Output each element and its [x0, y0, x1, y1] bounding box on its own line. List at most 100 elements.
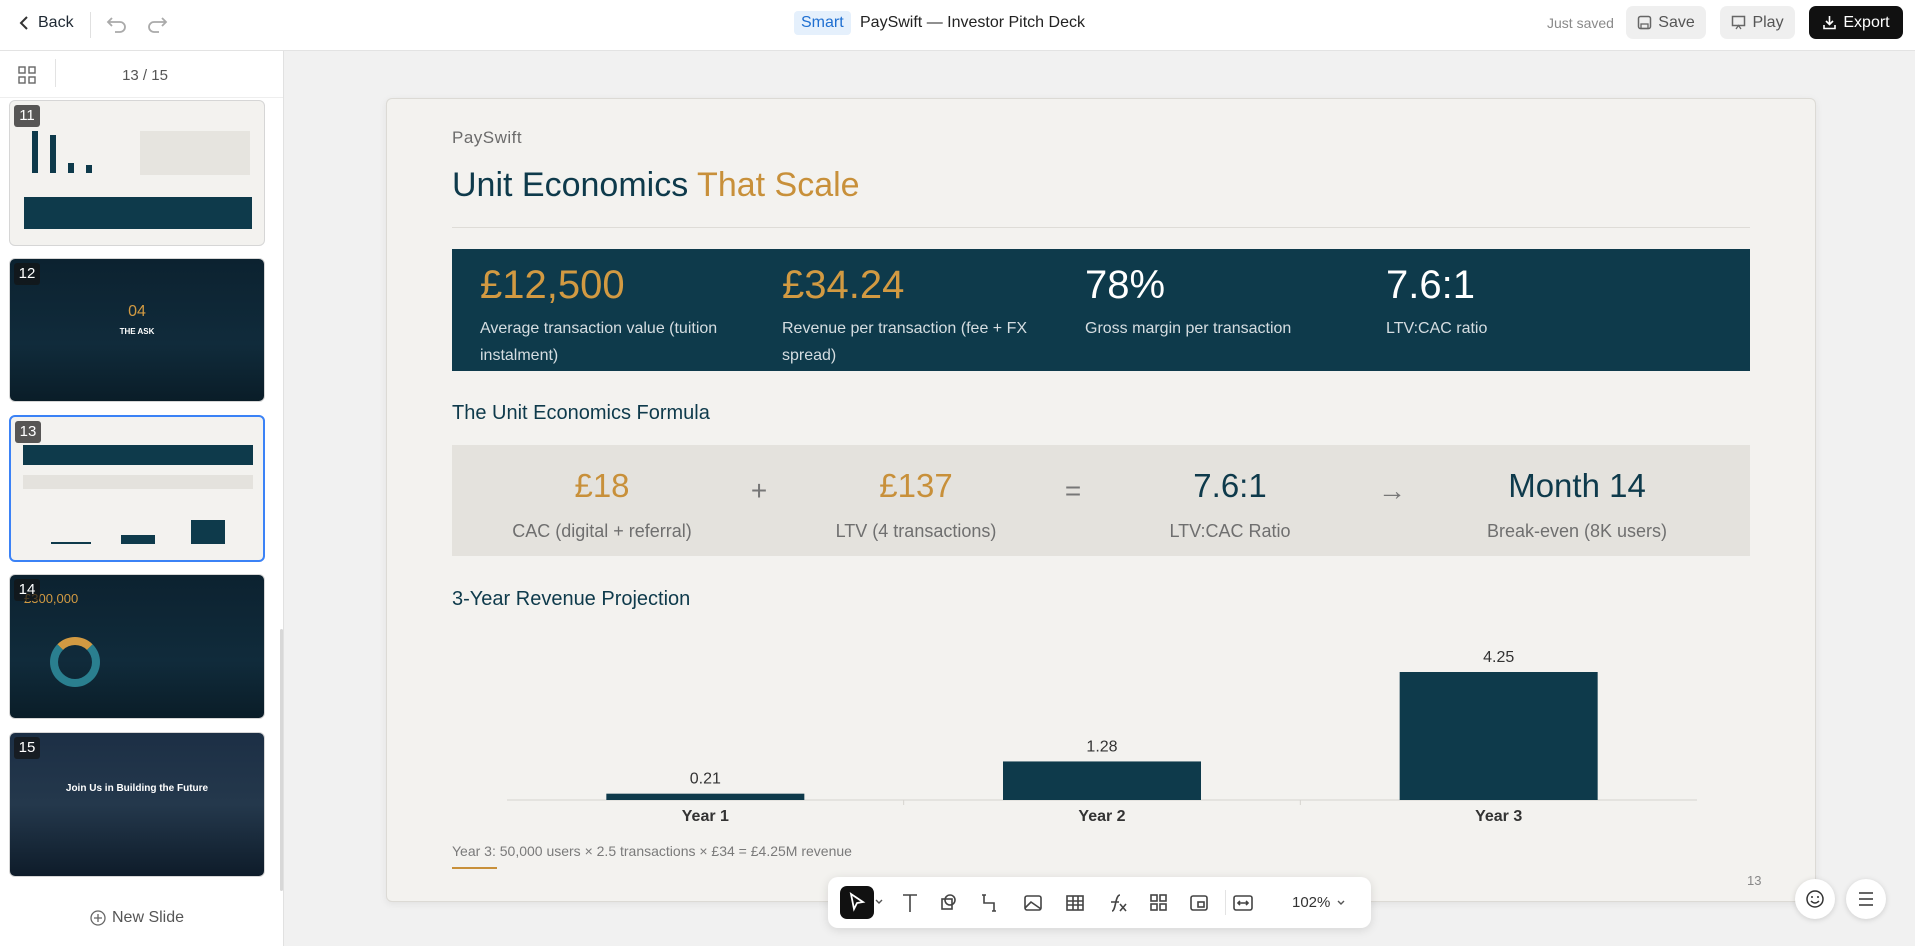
slide-thumbnail[interactable]: 11 [9, 100, 265, 246]
thumb-bar [86, 165, 92, 173]
thumb-bar [191, 520, 225, 544]
feedback-button[interactable] [1795, 879, 1835, 919]
tool-icons [903, 894, 1253, 912]
thumb-panel [23, 475, 253, 489]
slide-thumbnail[interactable]: £300,000 14 [9, 574, 265, 719]
shape-tool[interactable] [941, 894, 956, 910]
slide-thumbnail[interactable]: 04 THE ASK 12 [9, 258, 265, 402]
text-tool[interactable] [903, 894, 917, 912]
metrics-banner: £12,500 Average transaction value (tuiti… [452, 249, 1750, 371]
grid-view-button[interactable] [18, 66, 36, 84]
slide-number: 15 [14, 737, 40, 759]
slide-title: Unit Economics That Scale [452, 166, 860, 205]
divider [55, 59, 56, 87]
new-slide-button[interactable]: New Slide [90, 909, 184, 927]
title-text: Unit Economics [452, 166, 689, 204]
zoom-control[interactable]: 102% [1292, 894, 1346, 911]
metric-label: Revenue per transaction (fee + FX spread… [782, 320, 1028, 364]
x-tick-label: Year 1 [682, 808, 729, 825]
section-heading: The Unit Economics Formula [452, 402, 710, 424]
play-icon [1732, 15, 1746, 30]
scrollbar[interactable] [280, 629, 283, 891]
slide-thumbnail-selected[interactable]: 13 [9, 415, 265, 562]
plus-icon [90, 910, 106, 926]
thumb-bar [68, 163, 74, 173]
metric-value: £12,500 [480, 263, 625, 307]
back-icon [19, 16, 28, 30]
undo-button[interactable] [106, 13, 128, 35]
formula-value: 7.6:1 [1193, 467, 1267, 504]
metric-value: £34.24 [782, 263, 905, 307]
back-button[interactable]: Back [18, 13, 74, 33]
zoom-level: 102% [1292, 894, 1331, 911]
redo-button[interactable] [146, 13, 168, 35]
menu-button[interactable] [1846, 879, 1886, 919]
tool-bar: 102% [828, 877, 1371, 928]
formula-operator: → [1378, 475, 1406, 506]
thumb-bar [50, 135, 56, 173]
x-tick-label: Year 3 [1475, 808, 1522, 825]
metric-value: 78% [1085, 263, 1166, 307]
embed-tool[interactable] [1190, 895, 1208, 911]
formula-tool[interactable] [1111, 894, 1127, 912]
formula-label: LTV (4 transactions) [835, 521, 997, 541]
page-number: 13 [1747, 873, 1762, 888]
save-label: Save [1658, 13, 1695, 31]
slide-number: 13 [15, 421, 41, 443]
brand: PaySwift [452, 128, 523, 147]
select-tool[interactable] [840, 886, 874, 919]
menu-icon [1859, 892, 1873, 906]
formula-box: £18 CAC (digital + referral) + £137 LTV … [452, 445, 1750, 556]
document-title[interactable]: PaySwift — Investor Pitch Deck [860, 14, 1085, 31]
value-label: 0.21 [690, 771, 721, 788]
play-label: Play [1752, 13, 1784, 31]
metric-label: Gross margin per transaction [1085, 320, 1292, 337]
divider [90, 12, 91, 38]
export-button[interactable]: Export [1809, 6, 1903, 39]
back-label: Back [38, 14, 74, 31]
title-accent: That Scale [697, 166, 860, 204]
value-label: 1.28 [1086, 738, 1117, 755]
thumb-bar [51, 542, 91, 544]
export-icon [1823, 16, 1837, 30]
thumb-donut [50, 637, 100, 687]
formula-operator: + [750, 475, 768, 506]
thumb-bar [32, 131, 38, 173]
value-label: 4.25 [1483, 649, 1514, 666]
thumb-banner [24, 197, 252, 229]
dropdown-icon [1337, 900, 1345, 905]
slide-canvas: PaySwift Unit Economics That Scale £12,5… [386, 98, 1816, 902]
image-tool[interactable] [1024, 895, 1042, 911]
thumb-subheading: THE ASK [119, 327, 155, 336]
footnote: Year 3: 50,000 users × 2.5 transactions … [452, 843, 852, 859]
formula-value: £18 [574, 467, 630, 504]
dropdown-icon[interactable] [874, 897, 884, 907]
x-tick-label: Year 2 [1078, 808, 1125, 825]
metric-label: Average transaction value (tuition insta… [480, 320, 718, 364]
thumb-bar [121, 535, 155, 544]
slide-number: 12 [14, 263, 40, 285]
metric-value: 7.6:1 [1386, 263, 1475, 307]
smile-icon [1806, 890, 1824, 908]
bar [1003, 761, 1201, 800]
chart-title: 3-Year Revenue Projection [452, 588, 691, 610]
pointer-icon [849, 892, 866, 912]
footnote-accent [452, 867, 497, 869]
fit-tool[interactable] [1233, 895, 1253, 911]
metric-label: LTV:CAC ratio [1386, 320, 1488, 337]
slide-panel: 13 / 15 11 04 THE ASK 12 13 £300,000 14 … [0, 51, 284, 946]
widget-tool[interactable] [1150, 894, 1167, 911]
save-icon [1638, 15, 1652, 30]
slide-thumbnail[interactable]: Join Us in Building the Future 15 [9, 732, 265, 877]
slide-number: 14 [14, 579, 40, 601]
save-button[interactable]: Save [1626, 6, 1706, 39]
table-tool[interactable] [1066, 895, 1084, 911]
smart-badge: Smart [794, 11, 851, 35]
export-label: Export [1843, 13, 1890, 31]
revenue-chart: Year 1 0.21 Year 2 1.28 Year 3 4.25 [507, 649, 1697, 825]
connector-tool[interactable] [982, 894, 996, 912]
new-slide-label: New Slide [112, 909, 185, 926]
play-button[interactable]: Play [1720, 6, 1795, 39]
slide-number: 11 [14, 105, 40, 127]
